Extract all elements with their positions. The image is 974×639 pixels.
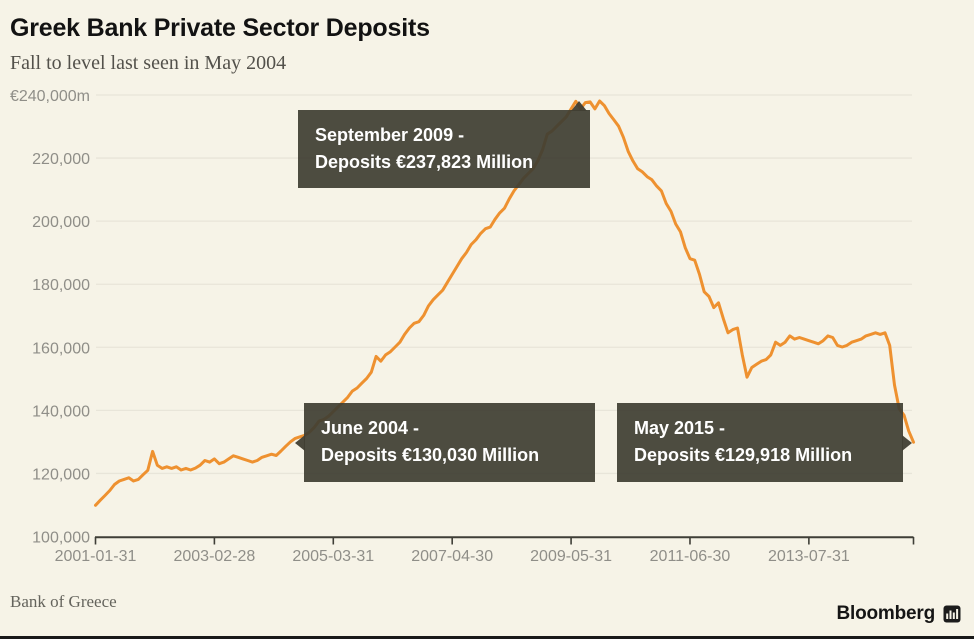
bloomberg-logo: Bloomberg (837, 603, 961, 625)
source-label: Bank of Greece (10, 592, 117, 611)
annotation-date: May 2015 - (634, 418, 726, 438)
annotation-may-2015: May 2015 - Deposits €129,918 Million (617, 403, 912, 482)
y-axis-label: 180,000 (32, 277, 90, 294)
bloomberg-wordmark: Bloomberg (836, 603, 936, 624)
x-axis-label: 2013-07-31 (768, 548, 850, 565)
deposits-line (94, 99, 915, 507)
x-axis-label: 2005-03-31 (292, 548, 374, 565)
arrow-right-icon (902, 435, 912, 451)
x-axis-label: 2003-02-28 (173, 548, 255, 565)
annotation-september-2009: September 2009 - Deposits €237,823 Milli… (298, 101, 590, 188)
annotation-date: September 2009 - (315, 125, 465, 145)
page-title: Greek Bank Private Sector Deposits (10, 14, 430, 42)
annotation-june-2004: June 2004 - Deposits €130,030 Million (295, 403, 595, 482)
y-axis-label: 100,000 (32, 530, 90, 547)
annotation-value: Deposits €130,030 Million (321, 445, 540, 465)
x-axis-label: 2011-06-30 (650, 548, 731, 565)
y-axis-label: 140,000 (32, 403, 90, 420)
annotation-value: Deposits €237,823 Million (315, 152, 534, 172)
y-axis-label: €240,000m (10, 88, 90, 105)
y-axis-label: 220,000 (32, 151, 90, 168)
x-axis-label: 2007-04-30 (411, 548, 493, 565)
arrow-up-icon (571, 101, 587, 111)
bottom-border-bar (0, 636, 974, 639)
arrow-left-icon (295, 435, 305, 451)
annotation-date: June 2004 - (321, 418, 420, 438)
chart-subtitle: Fall to level last seen in May 2004 (10, 52, 287, 74)
y-axis-label: 200,000 (32, 214, 90, 231)
x-axis-label: 2009-05-31 (530, 548, 612, 565)
y-axis-label: 160,000 (32, 340, 90, 357)
bloomberg-chart-icon (943, 605, 961, 623)
x-axis-label: 2001-01-31 (55, 548, 137, 565)
y-axis-label: 120,000 (32, 466, 90, 483)
annotation-value: Deposits €129,918 Million (634, 445, 853, 465)
